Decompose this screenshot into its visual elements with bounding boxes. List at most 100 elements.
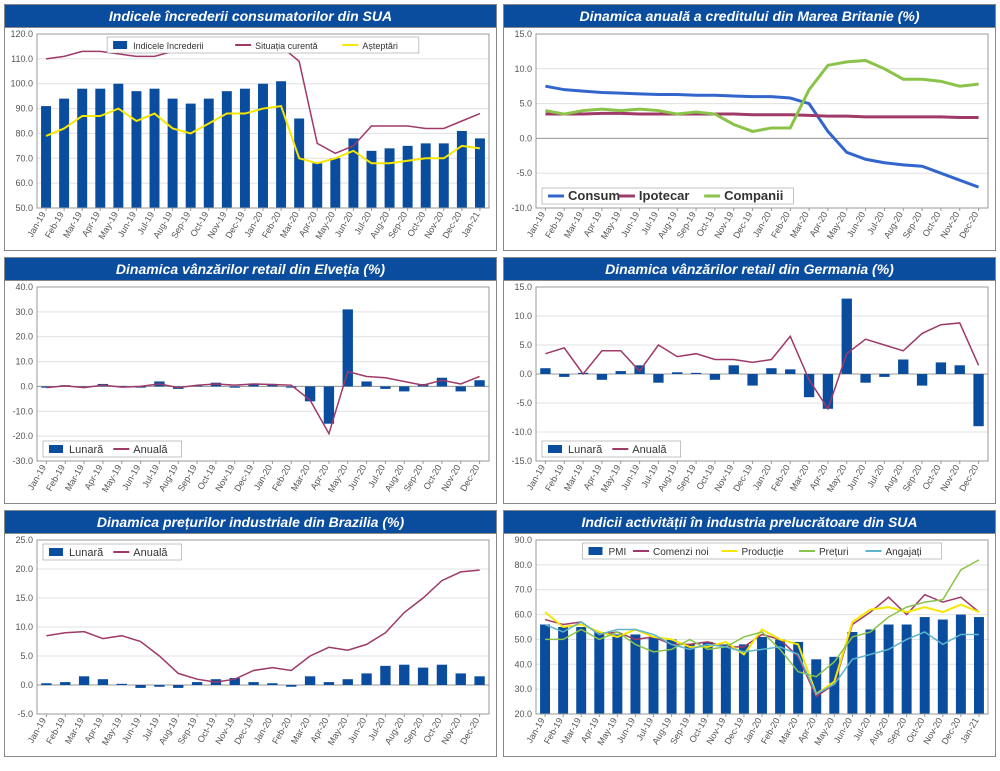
chart-title: Dinamica vânzărilor retail din Elveția (… (4, 257, 497, 280)
svg-text:Jan-21: Jan-21 (459, 210, 481, 239)
svg-text:Mar-19: Mar-19 (562, 463, 585, 493)
svg-text:Mar-20: Mar-20 (788, 210, 811, 240)
chart-panel-usa-pmi: Indicii activității în industria prelucr… (503, 510, 996, 757)
svg-text:Ipotecar: Ipotecar (639, 188, 690, 203)
svg-text:70.0: 70.0 (514, 585, 532, 595)
svg-text:10.0: 10.0 (15, 622, 33, 632)
svg-text:5.0: 5.0 (20, 651, 33, 661)
svg-text:Companii: Companii (724, 188, 783, 203)
chart-panel-ch-retail: Dinamica vânzărilor retail din Elveția (… (4, 257, 497, 504)
svg-text:20.0: 20.0 (15, 564, 33, 574)
svg-text:Producție: Producție (742, 547, 785, 558)
svg-text:10.0: 10.0 (514, 311, 532, 321)
svg-text:20.0: 20.0 (15, 332, 33, 342)
svg-text:Consum: Consum (568, 188, 620, 203)
svg-text:80.0: 80.0 (15, 128, 33, 138)
svg-text:Mar-20: Mar-20 (788, 463, 811, 493)
svg-text:50.0: 50.0 (15, 203, 33, 213)
svg-text:Așteptări: Așteptări (362, 41, 398, 51)
svg-text:Jun-19: Jun-19 (619, 463, 641, 492)
svg-text:40.0: 40.0 (514, 659, 532, 669)
chart-title: Dinamica vânzărilor retail din Germania … (503, 257, 996, 280)
svg-text:30.0: 30.0 (514, 684, 532, 694)
svg-text:Mar-19: Mar-19 (63, 716, 86, 746)
svg-text:Jun-19: Jun-19 (120, 716, 142, 745)
svg-text:60.0: 60.0 (15, 178, 33, 188)
svg-text:Lunară: Lunară (69, 444, 104, 456)
svg-text:40.0: 40.0 (15, 282, 33, 292)
svg-text:Jun-19: Jun-19 (615, 716, 637, 745)
svg-text:10.0: 10.0 (514, 64, 532, 74)
svg-text:Mar-19: Mar-19 (562, 210, 585, 240)
svg-text:Indicele încrederii: Indicele încrederii (133, 41, 204, 51)
svg-text:Jun-20: Jun-20 (346, 463, 368, 492)
svg-text:-5.0: -5.0 (516, 398, 532, 408)
chart-body: 20.030.040.050.060.070.080.090.0Jan-19Fe… (503, 533, 996, 757)
chart-panel-br-ppi: Dinamica prețurilor industriale din Braz… (4, 510, 497, 757)
chart-body: -30.0-20.0-10.00.010.020.030.040.0Jan-19… (4, 280, 497, 504)
svg-text:Jun-19: Jun-19 (116, 210, 138, 239)
svg-text:Lunară: Lunară (568, 444, 603, 456)
svg-text:Comenzi noi: Comenzi noi (653, 547, 709, 558)
chart-title: Indicele încrederii consumatorilor din S… (4, 4, 497, 27)
svg-text:Mar-20: Mar-20 (289, 463, 312, 493)
svg-text:-5.0: -5.0 (17, 709, 33, 719)
svg-text:Angajați: Angajați (886, 547, 922, 558)
svg-text:0.0: 0.0 (519, 133, 532, 143)
svg-text:Jun-19: Jun-19 (120, 463, 142, 492)
svg-text:60.0: 60.0 (514, 610, 532, 620)
svg-text:Anuală: Anuală (133, 444, 168, 456)
svg-text:20.0: 20.0 (514, 709, 532, 719)
svg-text:100.0: 100.0 (10, 79, 33, 89)
svg-text:Jun-20: Jun-20 (845, 210, 867, 239)
svg-text:Prețuri: Prețuri (819, 547, 848, 558)
svg-text:15.0: 15.0 (514, 29, 532, 39)
chart-body: -10.0-5.00.05.010.015.0Jan-19Feb-19Mar-1… (503, 27, 996, 251)
svg-text:PMI: PMI (609, 547, 627, 558)
svg-text:Anuală: Anuală (133, 547, 168, 559)
svg-text:120.0: 120.0 (10, 29, 33, 39)
chart-body: -5.00.05.010.015.020.025.0Jan-19Feb-19Ma… (4, 533, 497, 757)
svg-text:70.0: 70.0 (15, 153, 33, 163)
svg-text:-10.0: -10.0 (12, 406, 33, 416)
svg-text:Mar-19: Mar-19 (63, 463, 86, 493)
svg-text:50.0: 50.0 (514, 634, 532, 644)
svg-text:90.0: 90.0 (514, 535, 532, 545)
svg-text:0.0: 0.0 (519, 369, 532, 379)
svg-text:110.0: 110.0 (11, 54, 33, 64)
svg-text:Jun-20: Jun-20 (845, 463, 867, 492)
svg-text:Anuală: Anuală (632, 444, 667, 456)
svg-text:Jun-20: Jun-20 (333, 210, 355, 239)
svg-text:25.0: 25.0 (15, 535, 33, 545)
svg-text:-20.0: -20.0 (12, 431, 33, 441)
chart-panel-de-retail: Dinamica vânzărilor retail din Germania … (503, 257, 996, 504)
svg-text:15.0: 15.0 (514, 282, 532, 292)
svg-text:5.0: 5.0 (519, 340, 532, 350)
svg-text:-10.0: -10.0 (511, 427, 532, 437)
svg-text:-30.0: -30.0 (12, 456, 33, 466)
svg-text:Situația curentă: Situația curentă (255, 41, 318, 51)
chart-title: Dinamica prețurilor industriale din Braz… (4, 510, 497, 533)
chart-title: Dinamica anuală a creditului din Marea B… (503, 4, 996, 27)
svg-text:0.0: 0.0 (20, 381, 33, 391)
svg-text:5.0: 5.0 (519, 99, 532, 109)
svg-text:15.0: 15.0 (15, 593, 33, 603)
svg-text:Jun-20: Jun-20 (346, 716, 368, 745)
svg-text:-5.0: -5.0 (516, 168, 532, 178)
svg-text:Jun-20: Jun-20 (832, 716, 854, 745)
svg-text:10.0: 10.0 (15, 357, 33, 367)
svg-text:-10.0: -10.0 (511, 203, 532, 213)
svg-text:-15.0: -15.0 (511, 456, 532, 466)
chart-body: -15.0-10.0-5.00.05.010.015.0Jan-19Feb-19… (503, 280, 996, 504)
chart-body: 50.060.070.080.090.0100.0110.0120.0Jan-1… (4, 27, 497, 251)
svg-text:30.0: 30.0 (15, 307, 33, 317)
svg-text:Jan-21: Jan-21 (958, 716, 980, 745)
chart-panel-usa-confidence: Indicele încrederii consumatorilor din S… (4, 4, 497, 251)
chart-title: Indicii activității în industria prelucr… (503, 510, 996, 533)
svg-text:0.0: 0.0 (20, 680, 33, 690)
svg-text:90.0: 90.0 (15, 104, 33, 114)
svg-text:Jun-19: Jun-19 (619, 210, 641, 239)
svg-text:Mar-20: Mar-20 (289, 716, 312, 746)
svg-text:80.0: 80.0 (514, 560, 532, 570)
chart-panel-uk-credit: Dinamica anuală a creditului din Marea B… (503, 4, 996, 251)
